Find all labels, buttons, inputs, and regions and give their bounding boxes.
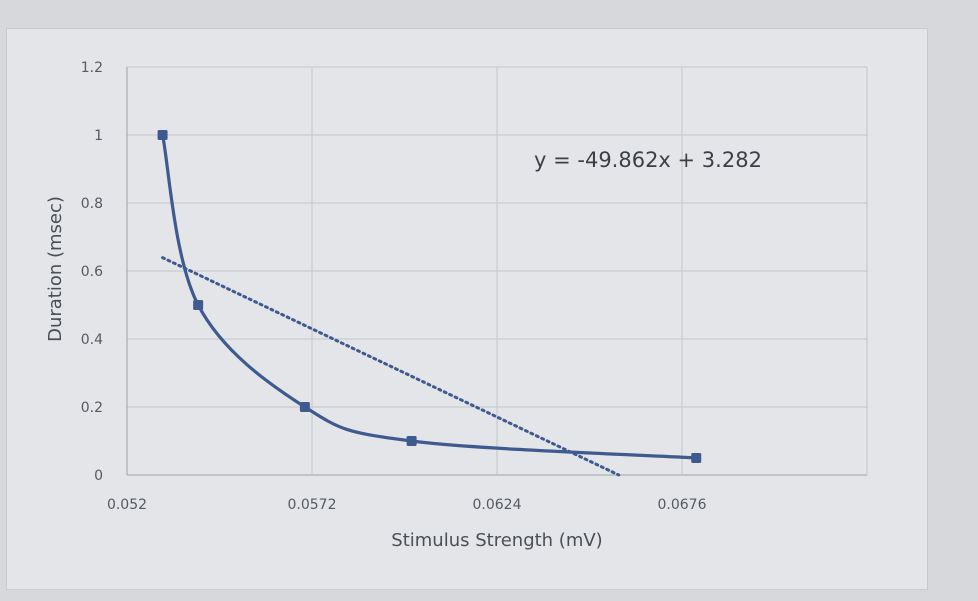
y-tick-label: 0.6 [81, 264, 103, 280]
y-tick-label: 0.2 [81, 400, 103, 416]
y-tick-label: 1.2 [81, 60, 103, 76]
trendline-equation: y = -49.862x + 3.282 [534, 148, 762, 172]
data-point-marker [691, 453, 702, 463]
data-point-marker [406, 436, 417, 446]
x-tick-label: 0.052 [107, 497, 147, 513]
y-tick-label: 1 [94, 128, 103, 144]
y-tick-label: 0.4 [81, 332, 103, 348]
x-tick-label: 0.0624 [473, 497, 522, 513]
data-point-marker [193, 300, 204, 310]
chart-frame: 0 0.2 0.4 0.6 0.8 1 1.2 0.052 0.0572 0.0624 0.0676… [6, 28, 928, 590]
tick-layer: 0 0.2 0.4 0.6 0.8 1 1.2 0.052 0.0572 0.0624 0.0676 [81, 60, 707, 513]
data-point-marker [299, 402, 310, 412]
series-layer [157, 130, 702, 463]
y-axis-title: Duration (msec) [45, 196, 66, 342]
x-tick-label: 0.0676 [658, 497, 707, 513]
x-tick-label: 0.0572 [288, 497, 337, 513]
grid-layer [126, 66, 868, 476]
trendline-layer [161, 256, 621, 477]
y-tick-label: 0.8 [81, 196, 103, 212]
trendline [161, 256, 621, 477]
x-axis-title: Stimulus Strength (mV) [391, 530, 602, 551]
data-point-marker [157, 130, 168, 140]
chart-svg: 0 0.2 0.4 0.6 0.8 1 1.2 0.052 0.0572 0.0624 0.0676… [45, 60, 868, 551]
y-tick-label: 0 [94, 468, 103, 484]
